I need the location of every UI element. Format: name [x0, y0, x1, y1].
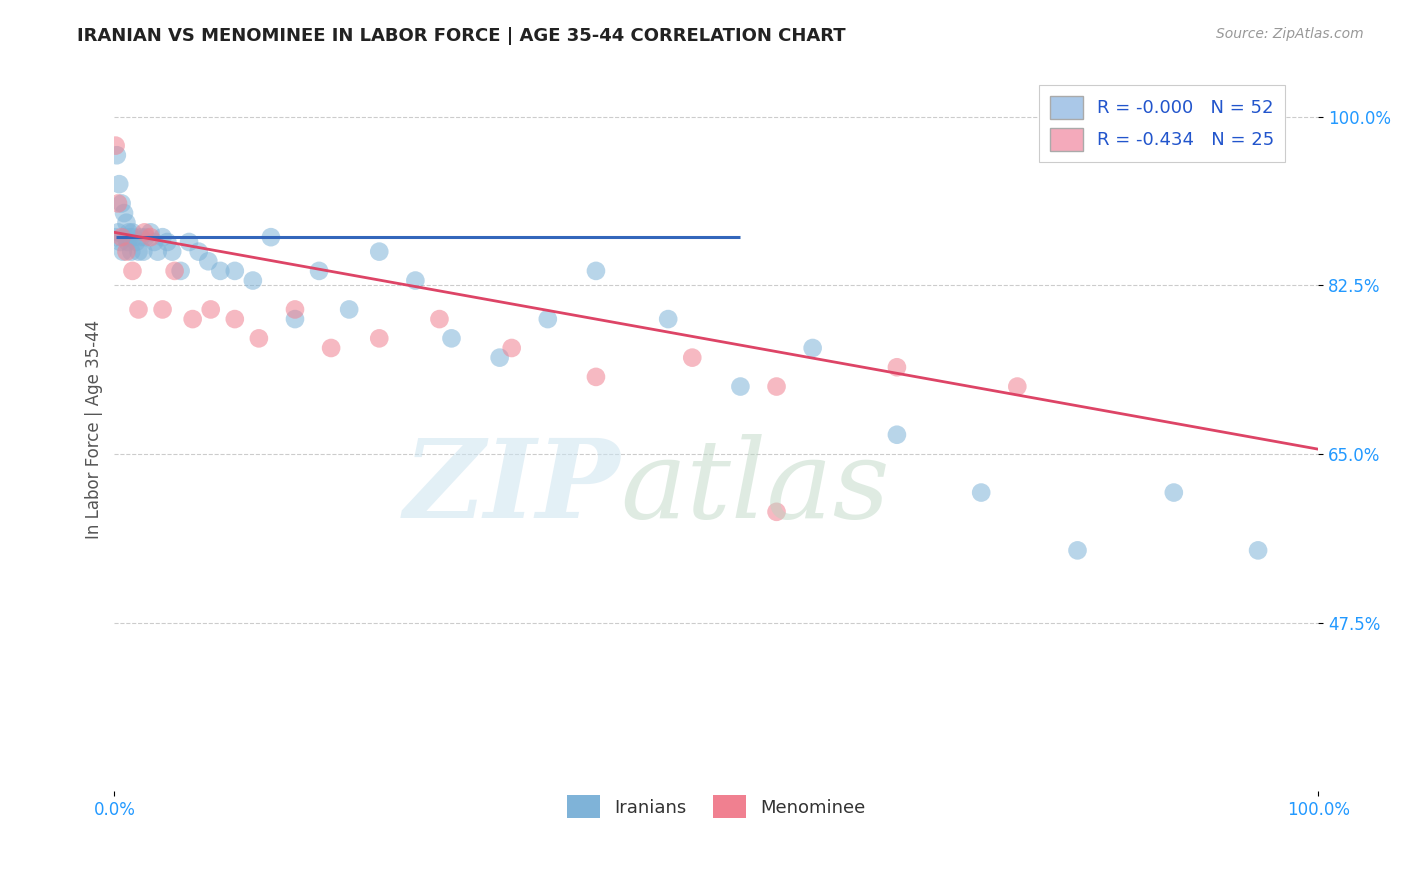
Point: [209, 264, 232, 278]
Point: [117, 235, 139, 249]
Point: [886, 360, 908, 375]
Point: [319, 341, 342, 355]
Point: [105, 148, 128, 162]
Point: [181, 312, 204, 326]
Point: [368, 244, 391, 259]
Point: [163, 264, 186, 278]
Point: [224, 312, 246, 326]
Point: [108, 177, 131, 191]
Point: [1163, 485, 1185, 500]
Point: [111, 230, 134, 244]
Point: [585, 370, 607, 384]
Point: [160, 244, 183, 259]
Point: [112, 206, 135, 220]
Point: [107, 196, 129, 211]
Point: [129, 230, 152, 244]
Point: [125, 235, 148, 249]
Point: [169, 264, 191, 278]
Point: [657, 312, 679, 326]
Point: [247, 331, 270, 345]
Point: [284, 312, 307, 326]
Point: [111, 244, 134, 259]
Text: atlas: atlas: [620, 434, 890, 541]
Point: [121, 225, 143, 239]
Point: [104, 138, 127, 153]
Point: [308, 264, 330, 278]
Point: [146, 244, 169, 259]
Point: [152, 230, 174, 244]
Point: [107, 225, 129, 239]
Point: [152, 302, 174, 317]
Point: [1066, 543, 1088, 558]
Point: [134, 225, 156, 239]
Y-axis label: In Labor Force | Age 35-44: In Labor Force | Age 35-44: [86, 320, 103, 540]
Point: [440, 331, 463, 345]
Point: [886, 427, 908, 442]
Point: [127, 244, 149, 259]
Point: [681, 351, 703, 365]
Point: [488, 351, 510, 365]
Point: [1007, 379, 1029, 393]
Point: [501, 341, 523, 355]
Point: [177, 235, 200, 249]
Point: [1247, 543, 1270, 558]
Point: [139, 225, 162, 239]
Point: [127, 302, 149, 317]
Point: [765, 505, 787, 519]
Point: [801, 341, 824, 355]
Point: [730, 379, 752, 393]
Point: [224, 264, 246, 278]
Point: [200, 302, 222, 317]
Point: [110, 235, 132, 249]
Point: [139, 230, 162, 244]
Legend: Iranians, Menominee: Iranians, Menominee: [560, 788, 873, 826]
Point: [120, 230, 142, 244]
Point: [368, 331, 391, 345]
Point: [337, 302, 360, 317]
Point: [104, 230, 127, 244]
Point: [187, 244, 209, 259]
Point: [242, 274, 264, 288]
Text: ZIP: ZIP: [404, 434, 620, 541]
Point: [111, 196, 134, 211]
Text: IRANIAN VS MENOMINEE IN LABOR FORCE | AGE 35-44 CORRELATION CHART: IRANIAN VS MENOMINEE IN LABOR FORCE | AG…: [77, 27, 846, 45]
Point: [115, 216, 138, 230]
Point: [120, 244, 142, 259]
Point: [132, 244, 155, 259]
Point: [114, 230, 136, 244]
Point: [122, 230, 145, 244]
Point: [284, 302, 307, 317]
Point: [115, 244, 138, 259]
Point: [121, 264, 143, 278]
Point: [197, 254, 219, 268]
Point: [429, 312, 451, 326]
Point: [260, 230, 283, 244]
Point: [118, 225, 141, 239]
Point: [585, 264, 607, 278]
Point: [143, 235, 166, 249]
Text: Source: ZipAtlas.com: Source: ZipAtlas.com: [1216, 27, 1364, 41]
Point: [765, 379, 787, 393]
Point: [537, 312, 560, 326]
Point: [135, 230, 157, 244]
Point: [404, 274, 426, 288]
Point: [156, 235, 179, 249]
Point: [970, 485, 993, 500]
